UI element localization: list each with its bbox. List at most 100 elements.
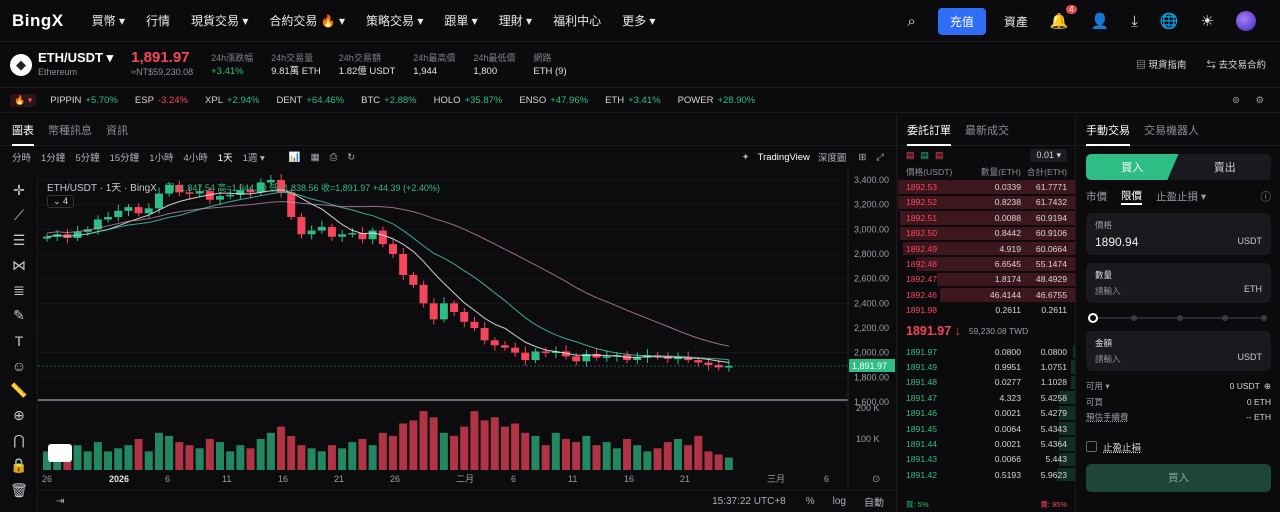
tab-chart[interactable]: 圖表: [12, 122, 34, 146]
to-futures-link[interactable]: ⇆ 去交易合約: [1206, 60, 1266, 71]
percent-toggle[interactable]: %: [805, 496, 815, 507]
indicator-icon[interactable]: 📊: [288, 151, 301, 163]
nav-rewards[interactable]: 福利中心: [553, 14, 602, 28]
view-both-icon[interactable]: ▤: [906, 149, 915, 160]
text-icon[interactable]: T: [14, 332, 24, 349]
ruler-icon[interactable]: 📏: [10, 382, 28, 398]
ask-row[interactable]: 1892.53 0.0339 61.7771: [898, 179, 1075, 194]
user-icon[interactable]: 👤: [1090, 13, 1110, 30]
trash-icon[interactable]: 🗑: [10, 482, 28, 498]
pair-name[interactable]: ETH/USDT ▾: [38, 50, 114, 65]
ask-row[interactable]: 1892.52 0.8238 61.7432: [898, 195, 1075, 210]
market-item[interactable]: ENSO +47.96%: [519, 95, 589, 106]
hlines-icon[interactable]: ☰: [12, 232, 26, 248]
nav-more[interactable]: 更多 ▾: [622, 14, 656, 28]
log-toggle[interactable]: log: [832, 496, 846, 507]
spot-guide-link[interactable]: ▤ 現貨指南: [1136, 60, 1187, 71]
interval-time[interactable]: 分時: [12, 153, 32, 164]
strip-gear-icon[interactable]: ⚙: [1255, 95, 1264, 106]
market-item[interactable]: XPL +2.94%: [205, 95, 260, 106]
amount-field[interactable]: 金額 請輸入 USDT: [1086, 331, 1271, 371]
goto-date-icon[interactable]: ⇥: [56, 496, 65, 507]
bid-row[interactable]: 1891.48 0.0277 1.1028: [898, 375, 1075, 390]
ask-row[interactable]: 1892.51 0.0088 60.9194: [898, 210, 1075, 225]
sell-side-button[interactable]: 賣出: [1213, 162, 1236, 174]
interval-1d[interactable]: 1天: [217, 153, 233, 164]
market-item[interactable]: BTC +2.88%: [361, 95, 417, 106]
interval-4h[interactable]: 4小時: [183, 153, 208, 164]
ask-row[interactable]: 1891.98 0.2611 0.2611: [906, 305, 1067, 316]
bid-row[interactable]: 1891.47 4.323 5.4258: [898, 390, 1075, 405]
download-icon[interactable]: ⤓: [1131, 12, 1138, 30]
fib-icon[interactable]: ≣: [13, 282, 25, 298]
nav-strategy[interactable]: 策略交易 ▾: [365, 14, 424, 28]
tab-news[interactable]: 資訊: [106, 124, 128, 137]
market-item[interactable]: DENT +64.46%: [276, 95, 345, 106]
chart-type-icon[interactable]: ▦: [310, 151, 320, 163]
market-item[interactable]: POWER +28.90%: [677, 95, 756, 106]
bid-row[interactable]: 1891.49 0.9951 1.0751: [898, 359, 1075, 374]
nav-futures[interactable]: 合約交易 🔥 ▾: [269, 14, 345, 28]
nav-buy-crypto[interactable]: 買幣 ▾: [91, 14, 125, 28]
refresh-icon[interactable]: ↻: [347, 151, 356, 163]
bell-icon[interactable]: 🔔 4: [1050, 5, 1077, 30]
auto-toggle[interactable]: 自動: [864, 498, 884, 509]
submit-buy-button[interactable]: 買入: [1086, 463, 1271, 492]
interval-1w[interactable]: 1週 ▾: [242, 153, 265, 164]
tab-coin-info[interactable]: 幣種訊息: [48, 124, 92, 137]
ask-row[interactable]: 1892.49 4.919 60.0664: [898, 241, 1075, 256]
available-label[interactable]: 可用 ▾: [1086, 381, 1110, 391]
lock-icon[interactable]: 🔒: [10, 457, 28, 473]
market-item[interactable]: ESP -3.24%: [134, 95, 189, 106]
emoji-icon[interactable]: ☺: [11, 357, 27, 374]
magnet-icon[interactable]: ⋂: [13, 432, 25, 448]
pattern-icon[interactable]: ⋈: [12, 257, 26, 273]
buy-side-button[interactable]: 買入: [1086, 154, 1179, 180]
type-limit[interactable]: 限價: [1121, 188, 1142, 205]
market-item[interactable]: ETH +3.41%: [605, 95, 661, 106]
fullscreen-icon[interactable]: ⤢: [876, 151, 884, 163]
nav-spot[interactable]: 現貨交易 ▾: [190, 14, 249, 28]
add-funds-icon[interactable]: ⊕: [1263, 381, 1271, 391]
nav-markets[interactable]: 行情: [145, 14, 170, 28]
quantity-field[interactable]: 數量 請輸入 ETH: [1086, 263, 1271, 303]
market-item[interactable]: PIPPIN +5.70%: [50, 95, 118, 106]
assets-link[interactable]: 資產: [1003, 14, 1028, 29]
bid-row[interactable]: 1891.46 0.0021 5.4279: [898, 405, 1075, 420]
type-market[interactable]: 市價: [1086, 190, 1107, 203]
precision-select[interactable]: 0.01 ▾: [1030, 148, 1067, 162]
trendline-icon[interactable]: ⟋: [14, 207, 24, 223]
screenshot-icon[interactable]: ⎙: [329, 151, 338, 163]
crosshair-icon[interactable]: ✛: [13, 182, 25, 198]
tpsl-checkbox-row[interactable]: 止盈止損: [1086, 440, 1271, 454]
tab-bot[interactable]: 交易機器人: [1144, 124, 1199, 137]
type-tpsl[interactable]: 止盈止損 ▾: [1156, 190, 1207, 203]
interval-1h[interactable]: 1小時: [149, 153, 174, 164]
market-item[interactable]: HOLO +35.87%: [433, 95, 503, 106]
interval-1m[interactable]: 1分鐘: [41, 153, 66, 164]
quantity-input[interactable]: 請輸入: [1095, 286, 1121, 296]
avatar[interactable]: [1236, 11, 1256, 31]
bid-row[interactable]: 1891.97 0.0800 0.0800: [898, 344, 1075, 359]
interval-5m[interactable]: 5分鐘: [75, 153, 100, 164]
deposit-button[interactable]: 充值: [937, 7, 986, 35]
bid-row[interactable]: 1891.43 0.0066 5.443: [898, 452, 1075, 467]
nav-copy-trade[interactable]: 跟單 ▾: [444, 14, 478, 28]
search-icon[interactable]: ⌕: [907, 12, 916, 30]
bingx-logo[interactable]: BingX: [12, 10, 64, 30]
bid-row[interactable]: 1891.42 0.5193 5.9623: [898, 467, 1075, 482]
tpsl-checkbox[interactable]: [1086, 441, 1097, 452]
slider-handle[interactable]: [1088, 313, 1098, 323]
ask-row[interactable]: 1892.47 1.8174 48.4929: [898, 272, 1075, 287]
hot-filter-icon[interactable]: 🔥 ▾: [10, 94, 37, 107]
bid-row[interactable]: 1891.44 0.0021 5.4364: [898, 436, 1075, 451]
globe-icon[interactable]: 🌐: [1159, 13, 1179, 30]
tradingview-tab[interactable]: TradingView: [757, 151, 810, 163]
view-asks-icon[interactable]: ▤: [935, 149, 944, 160]
ask-row[interactable]: 1892.46 46.4144 46.6755: [898, 287, 1075, 302]
ask-row[interactable]: 1892.48 6.6545 55.1474: [898, 256, 1075, 271]
bid-row[interactable]: 1891.45 0.0064 5.4343: [898, 421, 1075, 436]
strip-settings-icon[interactable]: ⊚: [1232, 95, 1240, 106]
price-input[interactable]: 1890.94: [1095, 235, 1139, 249]
info-icon[interactable]: ⓘ: [1260, 190, 1272, 203]
